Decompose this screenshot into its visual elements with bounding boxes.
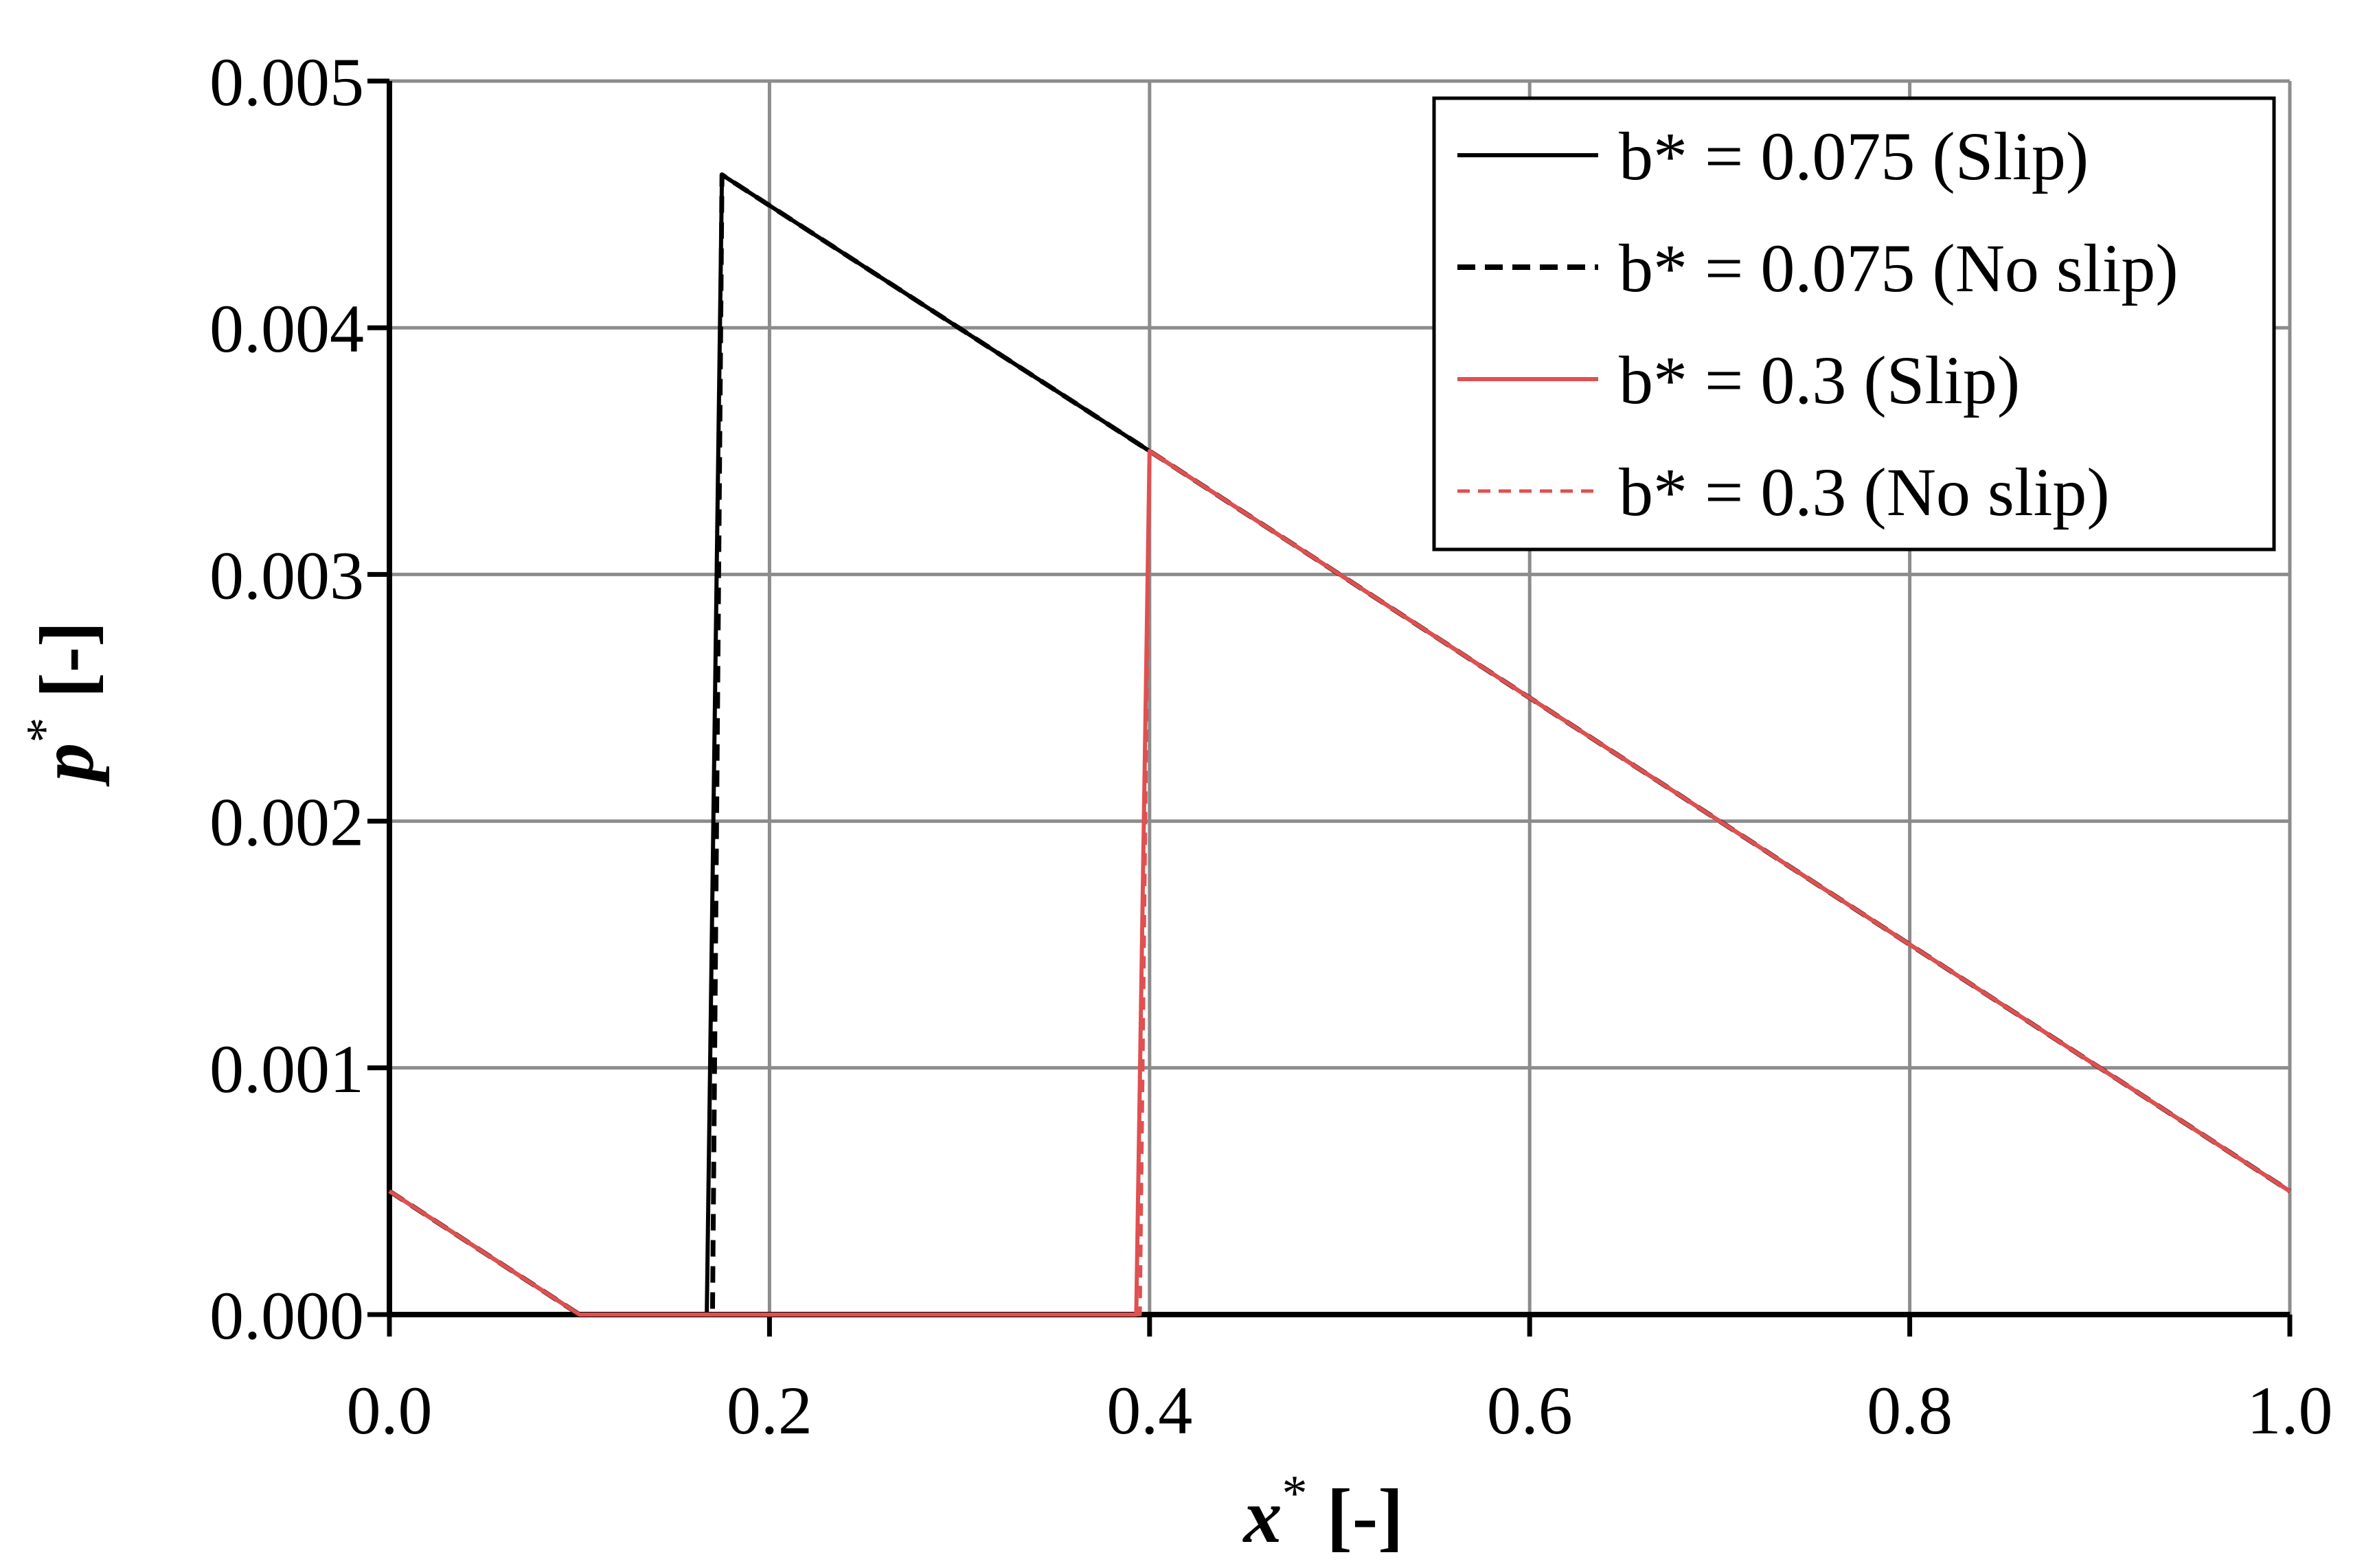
x-axis-superscript: * — [1282, 1466, 1308, 1522]
y-axis-symbol: p — [25, 742, 110, 786]
plot-series — [388, 172, 2291, 1317]
y-axis-tick-labels: 0.000 0.001 0.002 0.003 0.004 0.005 — [209, 44, 364, 1354]
y-tick-label: 0.005 — [209, 44, 364, 120]
y-tick-label: 0.002 — [209, 784, 364, 861]
y-tick-label: 0.000 — [209, 1277, 364, 1354]
legend: b* = 0.075 (Slip) b* = 0.075 (No slip) b* … — [1432, 96, 2276, 552]
series-line-3 — [388, 448, 2291, 1317]
legend-label: b* = 0.075 (Slip) — [1619, 118, 2089, 194]
y-tick-label: 0.001 — [209, 1031, 364, 1107]
y-axis-unit: [-] — [25, 622, 110, 718]
x-axis-unit: [-] — [1308, 1474, 1404, 1559]
y-axis-label: p* [-] — [16, 622, 110, 787]
x-axis-symbol: x — [1242, 1474, 1282, 1559]
x-tick-label: 1.0 — [2247, 1372, 2333, 1448]
legend-label: b* = 0.075 (No slip) — [1619, 230, 2179, 306]
y-tick-label: 0.004 — [209, 291, 364, 367]
x-tick-label: 0.4 — [1106, 1372, 1192, 1448]
legend-label: b* = 0.3 (Slip) — [1619, 342, 2020, 418]
legend-label: b* = 0.3 (No slip) — [1619, 454, 2110, 530]
x-tick-label: 0.2 — [727, 1372, 812, 1448]
x-tick-label: 0.6 — [1487, 1372, 1573, 1448]
x-tick-label: 0.8 — [1867, 1372, 1953, 1448]
x-tick-label: 0.0 — [347, 1372, 433, 1448]
x-axis-label: x* [-] — [1242, 1466, 1404, 1559]
legend-box — [1432, 96, 2276, 552]
x-axis-tick-labels: 0.0 0.2 0.4 0.6 0.8 1.0 — [347, 1372, 2333, 1448]
y-axis-superscript: * — [16, 717, 73, 742]
y-tick-label: 0.003 — [209, 537, 364, 613]
